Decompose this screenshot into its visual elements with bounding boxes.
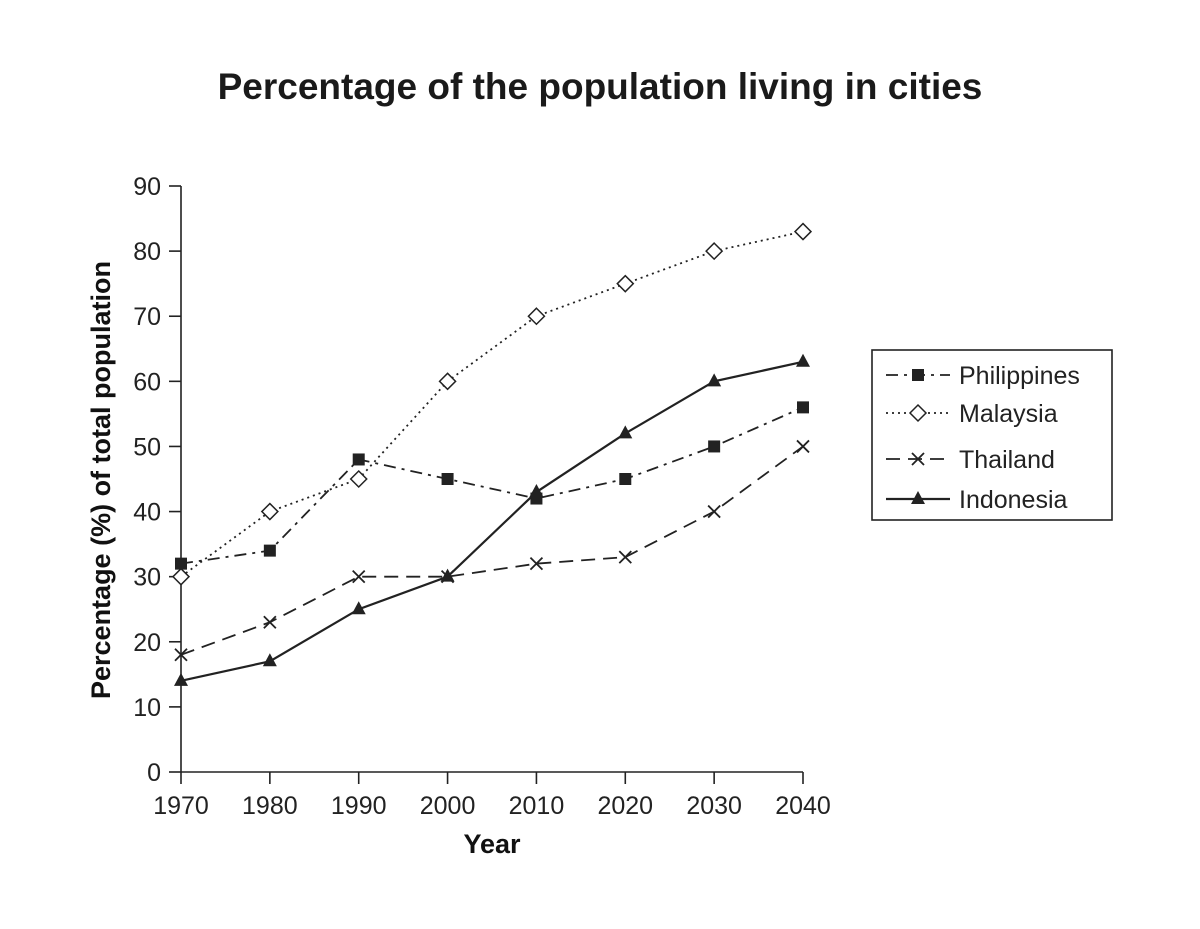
data-point xyxy=(529,557,544,571)
legend-item: Malaysia xyxy=(886,400,1058,428)
x-tick-label: 1970 xyxy=(153,792,209,820)
legend-label: Indonesia xyxy=(959,486,1068,514)
data-point xyxy=(796,353,810,367)
legend-label: Thailand xyxy=(959,446,1055,474)
data-point xyxy=(263,615,277,629)
data-point xyxy=(529,484,544,498)
data-point xyxy=(912,369,924,381)
y-tick-label: 50 xyxy=(133,433,161,461)
data-point xyxy=(705,242,724,261)
data-point xyxy=(616,274,635,293)
data-point xyxy=(911,452,925,466)
y-tick-label: 30 xyxy=(133,564,161,592)
data-point xyxy=(349,469,368,489)
x-tick-label: 1980 xyxy=(242,792,298,820)
data-point xyxy=(441,473,454,485)
data-point xyxy=(911,491,925,504)
data-point xyxy=(352,453,365,466)
y-tick-label: 80 xyxy=(133,238,161,266)
y-tick-label: 0 xyxy=(147,759,161,787)
data-point xyxy=(708,440,721,453)
axes xyxy=(180,186,803,773)
x-tick-label: 2020 xyxy=(597,792,653,820)
series-line xyxy=(180,230,804,578)
data-point xyxy=(262,653,277,667)
data-point xyxy=(440,568,455,582)
data-point xyxy=(263,544,276,557)
y-tick-label: 10 xyxy=(133,694,161,722)
x-tick-label: 2040 xyxy=(775,792,831,820)
y-axis-label: Percentage (%) of total population xyxy=(86,261,116,699)
data-point xyxy=(438,372,457,391)
series-line xyxy=(180,406,804,565)
data-point xyxy=(619,473,632,485)
x-tick-label: 2030 xyxy=(686,792,742,820)
data-point xyxy=(793,222,813,241)
x-axis-label: Year xyxy=(463,829,521,859)
x-tick-label: 2000 xyxy=(420,792,476,820)
x-tick-label: 1990 xyxy=(331,792,387,820)
data-point xyxy=(351,601,366,615)
data-point xyxy=(260,502,279,521)
series-line xyxy=(180,360,804,682)
legend-item: Indonesia xyxy=(886,486,1068,514)
series-layer xyxy=(171,222,813,686)
data-point xyxy=(175,557,187,570)
legend-item: Thailand xyxy=(886,446,1055,474)
data-point xyxy=(174,672,188,686)
data-point xyxy=(618,550,632,564)
legend-label: Philippines xyxy=(959,362,1080,390)
legend-item: Philippines xyxy=(886,362,1080,390)
series-malaysia xyxy=(171,222,813,586)
data-point xyxy=(707,373,722,387)
x-tick-label: 2010 xyxy=(509,792,565,820)
y-tick-label: 20 xyxy=(133,629,161,657)
data-point xyxy=(796,439,810,454)
series-line xyxy=(180,445,804,656)
data-point xyxy=(352,570,366,584)
series-indonesia xyxy=(174,353,810,686)
data-point xyxy=(527,307,546,326)
y-tick-label: 40 xyxy=(133,499,161,527)
data-point xyxy=(707,504,721,519)
chart-title: Percentage of the population living in c… xyxy=(217,66,983,107)
data-point xyxy=(797,401,809,414)
y-tick-label: 60 xyxy=(133,368,161,396)
legend: Philippines Malaysia Thailand Indonesia xyxy=(871,349,1113,521)
data-point xyxy=(908,403,928,423)
y-tick-label: 70 xyxy=(133,303,161,331)
data-point xyxy=(618,425,633,439)
data-point xyxy=(171,567,191,586)
y-tick-label: 90 xyxy=(133,173,161,201)
data-point xyxy=(174,648,188,662)
series-philippines xyxy=(175,401,809,570)
legend-label: Malaysia xyxy=(959,400,1058,428)
